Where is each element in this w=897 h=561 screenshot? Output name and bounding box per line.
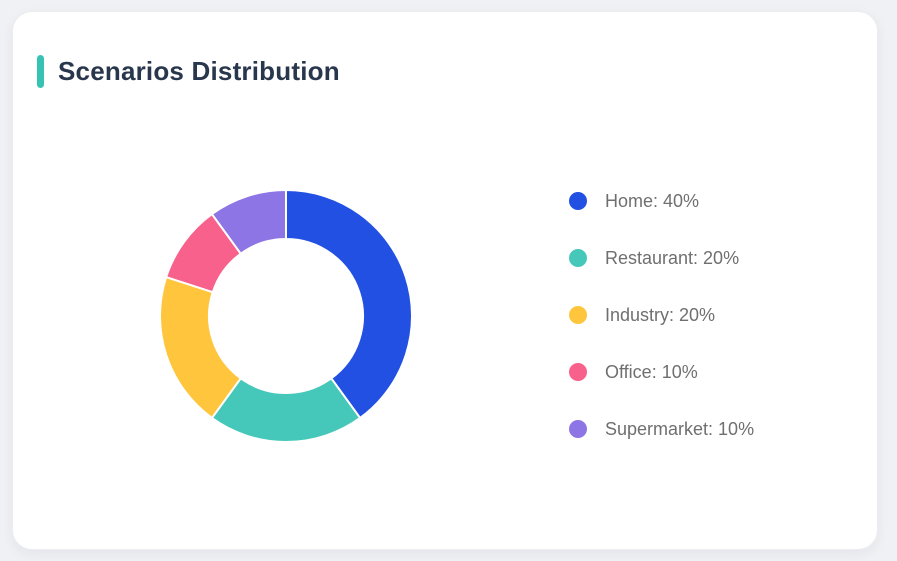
legend-label: Supermarket: 10% bbox=[605, 418, 755, 439]
donut-chart-svg bbox=[159, 189, 413, 443]
legend-item-home[interactable]: Home: 40% bbox=[569, 190, 754, 211]
legend-label: Home: 40% bbox=[605, 190, 700, 211]
scenarios-distribution-card: Scenarios Distribution Home: 40% Restaura… bbox=[12, 11, 878, 550]
legend-dot-icon bbox=[569, 363, 587, 381]
legend-item-restaurant[interactable]: Restaurant: 20% bbox=[569, 247, 754, 268]
donut-segment-home[interactable] bbox=[285, 189, 413, 419]
legend-item-office[interactable]: Office: 10% bbox=[569, 361, 754, 382]
chart-legend: Home: 40% Restaurant: 20% Industry: 20% Off… bbox=[569, 190, 755, 439]
legend-item-industry[interactable]: Industry: 20% bbox=[569, 304, 754, 325]
legend-label: Office: 10% bbox=[605, 361, 698, 382]
legend-label: Industry: 20% bbox=[605, 304, 716, 325]
donut-chart bbox=[156, 186, 416, 446]
card-title: Scenarios Distribution bbox=[58, 56, 340, 86]
legend-dot-icon bbox=[569, 192, 587, 210]
legend-item-supermarket[interactable]: Supermarket: 10% bbox=[569, 418, 755, 439]
legend-dot-icon bbox=[569, 306, 587, 324]
title-accent-bar bbox=[37, 55, 44, 88]
legend-dot-icon bbox=[569, 249, 587, 267]
legend-label: Restaurant: 20% bbox=[605, 247, 740, 268]
donut-segment-supermarket[interactable] bbox=[210, 189, 287, 255]
legend-dot-icon bbox=[569, 420, 587, 438]
